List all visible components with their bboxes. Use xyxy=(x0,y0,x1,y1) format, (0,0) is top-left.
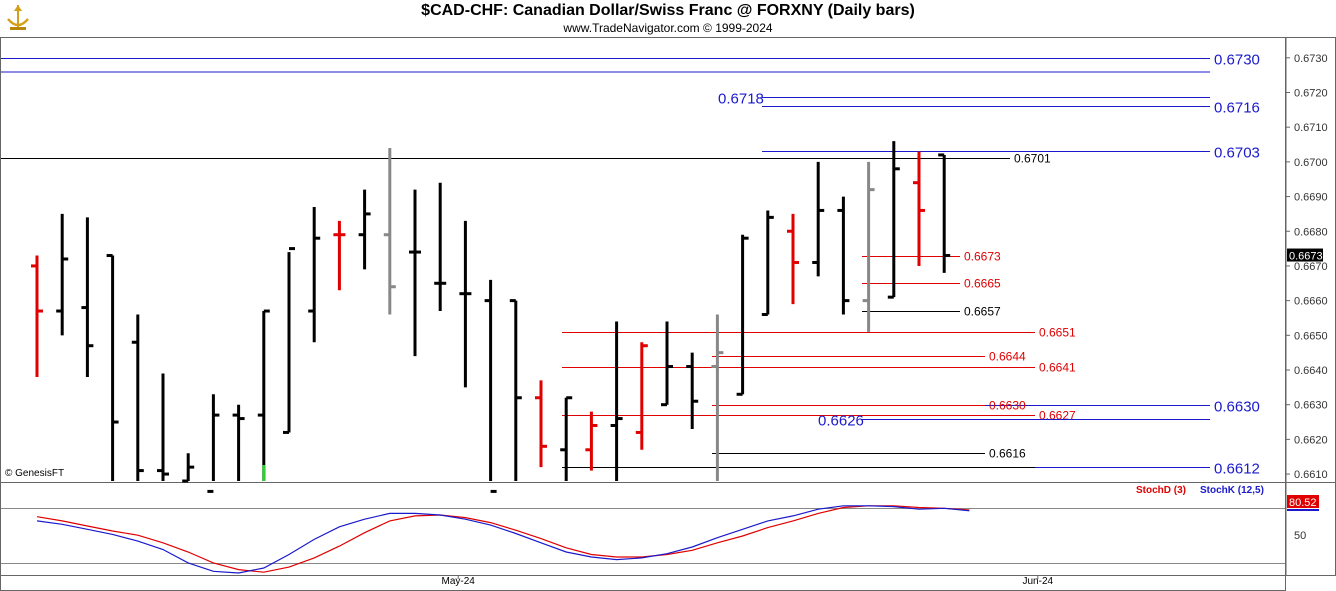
y-tick-label: 0.6700 xyxy=(1294,157,1328,169)
ohlc-bar xyxy=(81,217,94,377)
ohlc-bar xyxy=(787,213,799,305)
level-label: 0.6657 xyxy=(964,305,1001,319)
y-tick-label: 0.6610 xyxy=(1294,469,1328,481)
stoch-last-value: 80.52 xyxy=(1289,497,1317,509)
ohlc-bar xyxy=(913,151,925,266)
support-resistance-levels: 0.6730 0.6716 0.6718 0.6703 0.6701 0.6673 0.66… xyxy=(1,52,1260,478)
x-tick-label: May-24 xyxy=(442,576,476,587)
ohlc-bar xyxy=(157,373,169,481)
y-tick-label: 0.6650 xyxy=(1294,330,1328,342)
level-label: 0.6612 xyxy=(1214,461,1260,478)
last-price-label: 0.6673 xyxy=(1289,251,1323,263)
y-tick-label: 0.6690 xyxy=(1294,192,1328,204)
level-label: 0.6616 xyxy=(989,447,1026,461)
level-label: 0.6626 xyxy=(818,413,864,430)
ohlc-bar xyxy=(459,220,472,388)
ohlc-bar xyxy=(131,314,144,481)
y-tick-label: 0.6670 xyxy=(1294,261,1328,273)
ohlc-bar xyxy=(862,161,875,332)
last-price-box xyxy=(1287,248,1323,262)
y-tick-label: 0.6710 xyxy=(1294,122,1328,134)
level-label: 0.6703 xyxy=(1214,145,1260,162)
ohlc-bar xyxy=(560,396,573,481)
ohlc-bar xyxy=(257,309,270,481)
ohlc-bar xyxy=(409,189,421,357)
stochastic-oscillator: StochD (3) StochK (12,5) 50 80.52 xyxy=(1,485,1319,574)
level-label: 0.6644 xyxy=(989,350,1026,364)
genesis-logo-icon xyxy=(4,3,32,38)
chart-subtitle: www.TradeNavigator.com © 1999-2024 xyxy=(563,21,773,35)
ohlc-bar xyxy=(207,394,220,493)
date-x-axis: May-24 Jun-24 xyxy=(442,575,1054,587)
stoch-panel xyxy=(0,482,1286,576)
legend-stochd: StochD (3) xyxy=(1136,485,1186,496)
ohlc-bar xyxy=(484,279,497,493)
ohlc-bar xyxy=(661,321,673,407)
y-tick-label: 0.6630 xyxy=(1294,400,1328,412)
ohlc-bar xyxy=(182,453,195,483)
ohlc-bar xyxy=(358,189,371,270)
copyright-label: © GenesisFT xyxy=(5,468,65,479)
chart-header: $CAD-CHF: Canadian Dollar/Swiss Franc @ … xyxy=(0,0,1336,37)
stoch-tick-label: 50 xyxy=(1294,530,1306,542)
ohlc-bar xyxy=(535,380,547,468)
level-label: 0.6665 xyxy=(964,277,1001,291)
price-y-axis: 0.6730 0.6720 0.6710 0.6700 0.6690 0.6680 0.66… xyxy=(1286,53,1328,481)
ohlc-bar xyxy=(686,352,699,429)
level-label: 0.6730 xyxy=(1214,52,1260,69)
ohlc-bar xyxy=(106,254,119,481)
ohlc-bar xyxy=(333,220,346,291)
ohlc-bar xyxy=(509,299,522,481)
level-label: 0.6651 xyxy=(1039,326,1076,340)
ohlc-bar xyxy=(761,210,774,316)
level-label: 0.6630 xyxy=(989,399,1026,413)
level-label: 0.6630 xyxy=(1214,399,1260,416)
stoch-last-box xyxy=(1287,495,1319,508)
ohlc-bar xyxy=(812,161,825,277)
stoch-series-line xyxy=(36,505,970,574)
ohlc-bars xyxy=(31,141,951,493)
y-tick-label: 0.6720 xyxy=(1294,88,1328,100)
legend-stochk: StochK (12,5) xyxy=(1200,485,1264,496)
ohlc-bar xyxy=(837,196,850,315)
y-tick-label: 0.6730 xyxy=(1294,53,1328,65)
level-label: 0.6718 xyxy=(718,91,764,108)
date-axis xyxy=(0,575,1286,591)
ohlc-bar xyxy=(308,206,321,343)
ohlc-bar xyxy=(383,148,396,315)
level-label: 0.6701 xyxy=(1014,152,1051,166)
stoch-series-line xyxy=(36,505,970,573)
ohlc-bar xyxy=(232,404,245,481)
ohlc-bar xyxy=(938,153,951,273)
ohlc-bar xyxy=(56,213,69,336)
level-label: 0.6641 xyxy=(1039,361,1076,375)
level-label: 0.6627 xyxy=(1039,409,1076,423)
ohlc-bar xyxy=(283,247,295,434)
chart-title: $CAD-CHF: Canadian Dollar/Swiss Franc @ … xyxy=(421,2,915,19)
ohlc-bar xyxy=(736,234,749,396)
y-tick-label: 0.6660 xyxy=(1294,296,1328,308)
ohlc-bar xyxy=(434,182,447,312)
ohlc-bar xyxy=(31,255,43,377)
ohlc-bar xyxy=(585,411,598,471)
x-tick-label: Jun-24 xyxy=(1023,576,1054,587)
y-tick-label: 0.6620 xyxy=(1294,434,1328,446)
y-tick-label: 0.6680 xyxy=(1294,226,1328,238)
level-label: 0.6673 xyxy=(964,250,1001,264)
ohlc-bar xyxy=(711,314,724,481)
level-label: 0.6716 xyxy=(1214,100,1260,117)
ohlc-bar xyxy=(610,321,623,481)
ohlc-bar xyxy=(887,141,900,299)
ohlc-bar xyxy=(635,342,648,450)
y-tick-label: 0.6640 xyxy=(1294,365,1328,377)
